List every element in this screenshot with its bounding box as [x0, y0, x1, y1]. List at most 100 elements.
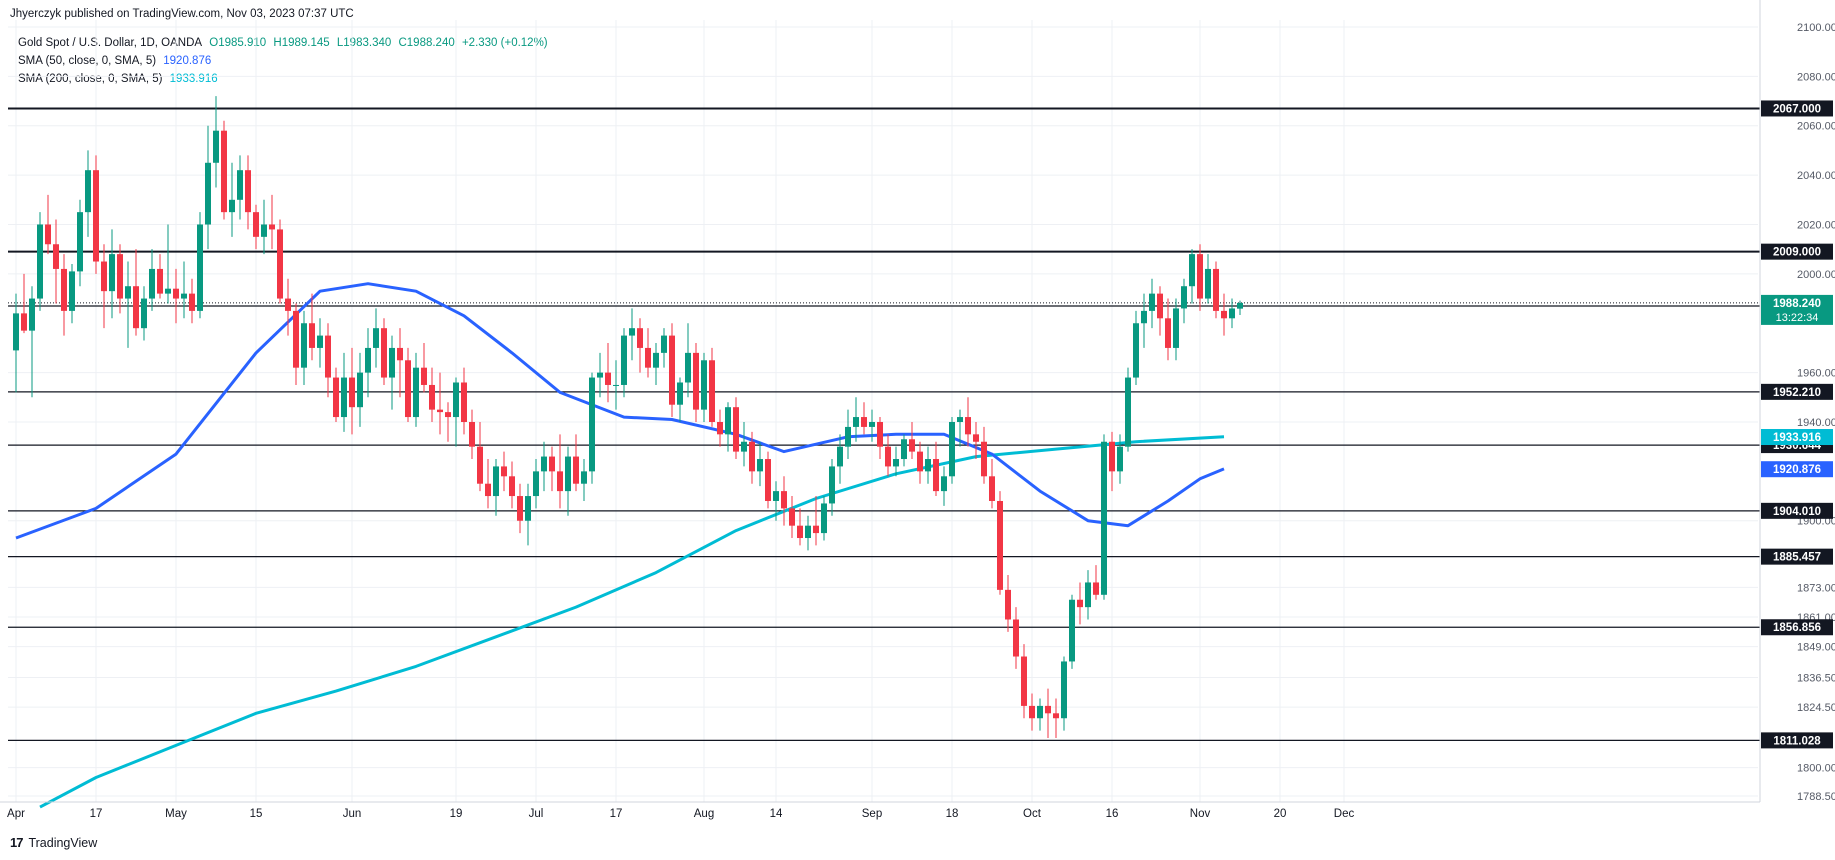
candle-body — [245, 170, 251, 213]
candle-body — [541, 456, 547, 472]
candle-body — [1005, 589, 1011, 620]
candle-body — [493, 466, 499, 497]
x-tick-label: Oct — [1023, 808, 1042, 820]
candle-body — [1029, 705, 1035, 719]
candle-body — [181, 293, 187, 299]
candle-body — [909, 439, 915, 452]
candle-body — [437, 409, 443, 413]
candle-body — [621, 335, 627, 385]
candle-body — [229, 199, 235, 213]
sma50-line — [15, 282, 1225, 540]
level-price-tag-bg — [1761, 243, 1833, 260]
level-price-tag: 2009.000 — [1773, 247, 1821, 259]
candle-body — [157, 268, 163, 294]
candle-body — [701, 360, 707, 410]
candle-body — [885, 446, 891, 467]
candle-body — [973, 434, 979, 442]
candle-body — [429, 384, 435, 410]
candle-body — [1061, 661, 1067, 719]
candle-body — [653, 352, 659, 368]
candle-body — [445, 412, 451, 418]
candle-body — [669, 335, 675, 405]
candle-body — [221, 130, 227, 213]
candle-body — [925, 459, 931, 472]
candle-body — [93, 170, 99, 262]
candle-body — [1077, 599, 1083, 608]
candle-body — [861, 417, 867, 427]
y-tick-label: 2040.000 — [1797, 170, 1835, 182]
y-tick-label: 1800.000 — [1797, 763, 1835, 775]
candle-body — [821, 503, 827, 534]
sma50-label: SMA (50, close, 0, SMA, 5) — [18, 55, 157, 67]
candle-body — [981, 441, 987, 477]
sma50-layer — [15, 282, 1225, 540]
level-price-tag: 1856.856 — [1773, 622, 1821, 634]
candle-body — [1221, 310, 1227, 319]
x-tick-label: Jul — [529, 808, 544, 820]
candle-body — [717, 421, 723, 435]
y-tick-label: 1788.500 — [1797, 791, 1835, 803]
symbol-label: Gold Spot / U.S. Dollar, 1D, OANDA — [18, 37, 203, 49]
x-tick-label: Jun — [343, 808, 362, 820]
candle-body — [1133, 323, 1139, 378]
candle-body — [613, 384, 619, 386]
candle-body — [661, 335, 667, 353]
y-tick-label: 1849.000 — [1797, 642, 1835, 654]
close-value: C1988.240 — [398, 37, 455, 49]
candle-body — [1093, 582, 1099, 595]
candle-body — [293, 310, 299, 368]
axis-layer: Apr 17 May 15 Jun 19 Jul 17 Aug 14 Sep 18 Oct 16 Nov 20… — [0, 0, 1835, 820]
candle-body — [269, 224, 275, 230]
candle-body — [877, 421, 883, 447]
level-price-tag-bg — [1761, 548, 1833, 565]
countdown-tag: 13:22:34 — [1776, 312, 1819, 324]
x-tick-label: Sep — [862, 808, 882, 820]
candle-body — [45, 224, 51, 245]
candle-body — [61, 268, 67, 311]
candle-body — [965, 417, 971, 435]
x-tick-label: 19 — [450, 808, 463, 820]
y-tick-label: 2020.000 — [1797, 219, 1835, 231]
candle-body — [29, 298, 35, 331]
candle-body — [461, 382, 467, 422]
candle-body — [285, 298, 291, 311]
sma200-layer — [39, 435, 1225, 809]
y-tick-label: 1873.000 — [1797, 582, 1835, 594]
candle-body — [853, 417, 859, 427]
tradingview-logo-icon: 17 — [10, 835, 24, 850]
candle-body — [797, 525, 803, 539]
candle-body — [869, 421, 875, 427]
candle-body — [997, 500, 1003, 590]
candle-body — [829, 466, 835, 504]
candle-body — [1189, 254, 1195, 287]
candle-body — [1109, 441, 1115, 472]
candle-body — [357, 372, 363, 408]
price-chart[interactable]: Apr 17 May 15 Jun 19 Jul 17 Aug 14 Sep 18 Oct 16 Nov 20… — [0, 0, 1835, 830]
candle-body — [1213, 268, 1219, 311]
candle-body — [525, 496, 531, 521]
candle-body — [629, 328, 635, 336]
candle-body — [141, 298, 147, 329]
candle-body — [261, 224, 267, 237]
candle-body — [573, 456, 579, 484]
x-tick-label: 18 — [946, 808, 959, 820]
candle-body — [413, 367, 419, 418]
candle-body — [765, 459, 771, 501]
candle-body — [845, 426, 851, 447]
footer-brand[interactable]: 17 TradingView — [10, 835, 97, 850]
level-price-tag: 1904.010 — [1773, 506, 1821, 518]
candle-body — [1141, 310, 1147, 324]
level-price-tag: 2067.000 — [1773, 103, 1821, 115]
candle-body — [941, 476, 947, 492]
candle-body — [365, 347, 371, 373]
candle-body — [901, 439, 907, 460]
level-price-tag: 1811.028 — [1773, 735, 1821, 747]
candle-body — [349, 377, 355, 408]
sma50-value: 1920.876 — [163, 55, 212, 67]
sma-price-tag: 1933.916 — [1773, 432, 1821, 444]
candle-body — [1181, 286, 1187, 309]
candle-body — [325, 335, 331, 378]
x-tick-label: 17 — [610, 808, 623, 820]
candle-body — [1085, 582, 1091, 608]
y-tick-label: 2100.000 — [1797, 22, 1835, 34]
